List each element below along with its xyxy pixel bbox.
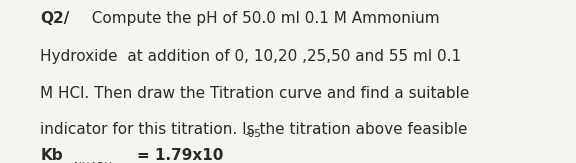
Text: = 1.79x10: = 1.79x10 bbox=[137, 148, 223, 163]
Text: indicator for this titration. Is the titration above feasible: indicator for this titration. Is the tit… bbox=[40, 122, 468, 137]
Text: NH4OH: NH4OH bbox=[74, 162, 112, 163]
Text: -05: -05 bbox=[245, 129, 262, 139]
Text: Compute the pH of 50.0 ml 0.1 M Ammonium: Compute the pH of 50.0 ml 0.1 M Ammonium bbox=[82, 11, 439, 26]
Text: M HCl. Then draw the Titration curve and find a suitable: M HCl. Then draw the Titration curve and… bbox=[40, 86, 469, 101]
Text: Hydroxide  at addition of 0, 10,20 ,25,50 and 55 ml 0.1: Hydroxide at addition of 0, 10,20 ,25,50… bbox=[40, 49, 461, 64]
Text: Kb: Kb bbox=[40, 148, 63, 163]
Text: Q2/: Q2/ bbox=[40, 11, 70, 26]
